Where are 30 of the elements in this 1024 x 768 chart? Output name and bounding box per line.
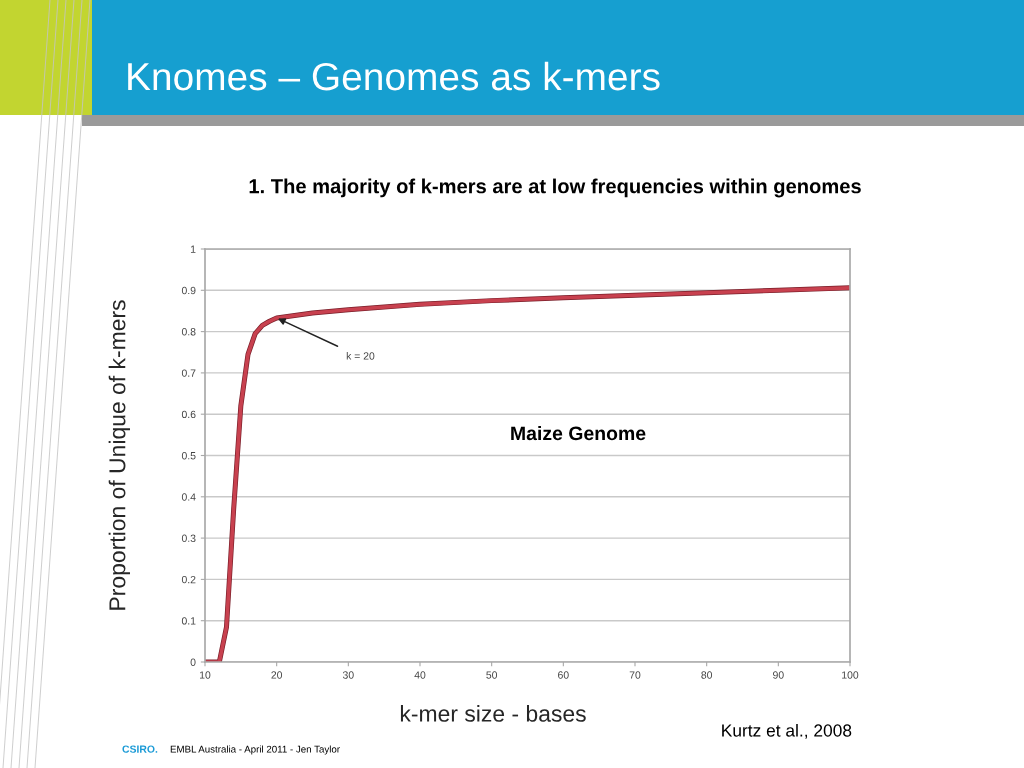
x-tick-label: 100: [842, 671, 859, 679]
y-tick-label: 0.5: [181, 452, 196, 460]
annotation: Maize Genome: [511, 425, 646, 441]
annotation: k = 20: [346, 352, 375, 360]
y-axis-title: Proportion of Unique of k-mers: [108, 300, 130, 610]
x-tick-label: 30: [342, 671, 354, 679]
y-tick-label: 0.8: [181, 328, 196, 336]
x-tick-label: 70: [629, 671, 641, 679]
y-tick-label: 0.2: [181, 575, 196, 584]
x-tick-label: 80: [701, 671, 713, 679]
y-tick-label: 0.3: [181, 534, 196, 542]
text: Kurtz et al., 2008: [722, 723, 852, 739]
y-tick-label: 0: [190, 658, 196, 666]
chart-subtitle: 1. The majority of k-mers are at low frequencies within genomes: [249, 178, 861, 198]
y-tick-label: 0.9: [181, 286, 196, 295]
y-tick-label: 0.4: [181, 493, 196, 501]
y-tick-label: 0.6: [181, 410, 196, 419]
x-tick-label: 50: [486, 671, 498, 679]
text: EMBL Australia - April 2011 - Jen Taylor: [170, 745, 340, 755]
x-tick-label: 60: [558, 671, 569, 679]
x-axis-title: k-mer size - bases: [400, 705, 586, 722]
y-tick-label: 0.1: [181, 617, 196, 625]
y-tick-label: 0.7: [181, 369, 196, 377]
x-tick-label: 90: [773, 671, 784, 679]
chart-title: Knomes – Genomes as k-mers: [128, 61, 660, 91]
x-tick-label: 10: [200, 671, 211, 679]
text: CSIRO.: [122, 745, 158, 753]
x-tick-label: 40: [414, 671, 426, 679]
y-tick-label: 1: [190, 245, 196, 253]
x-tick-label: 20: [271, 671, 283, 679]
